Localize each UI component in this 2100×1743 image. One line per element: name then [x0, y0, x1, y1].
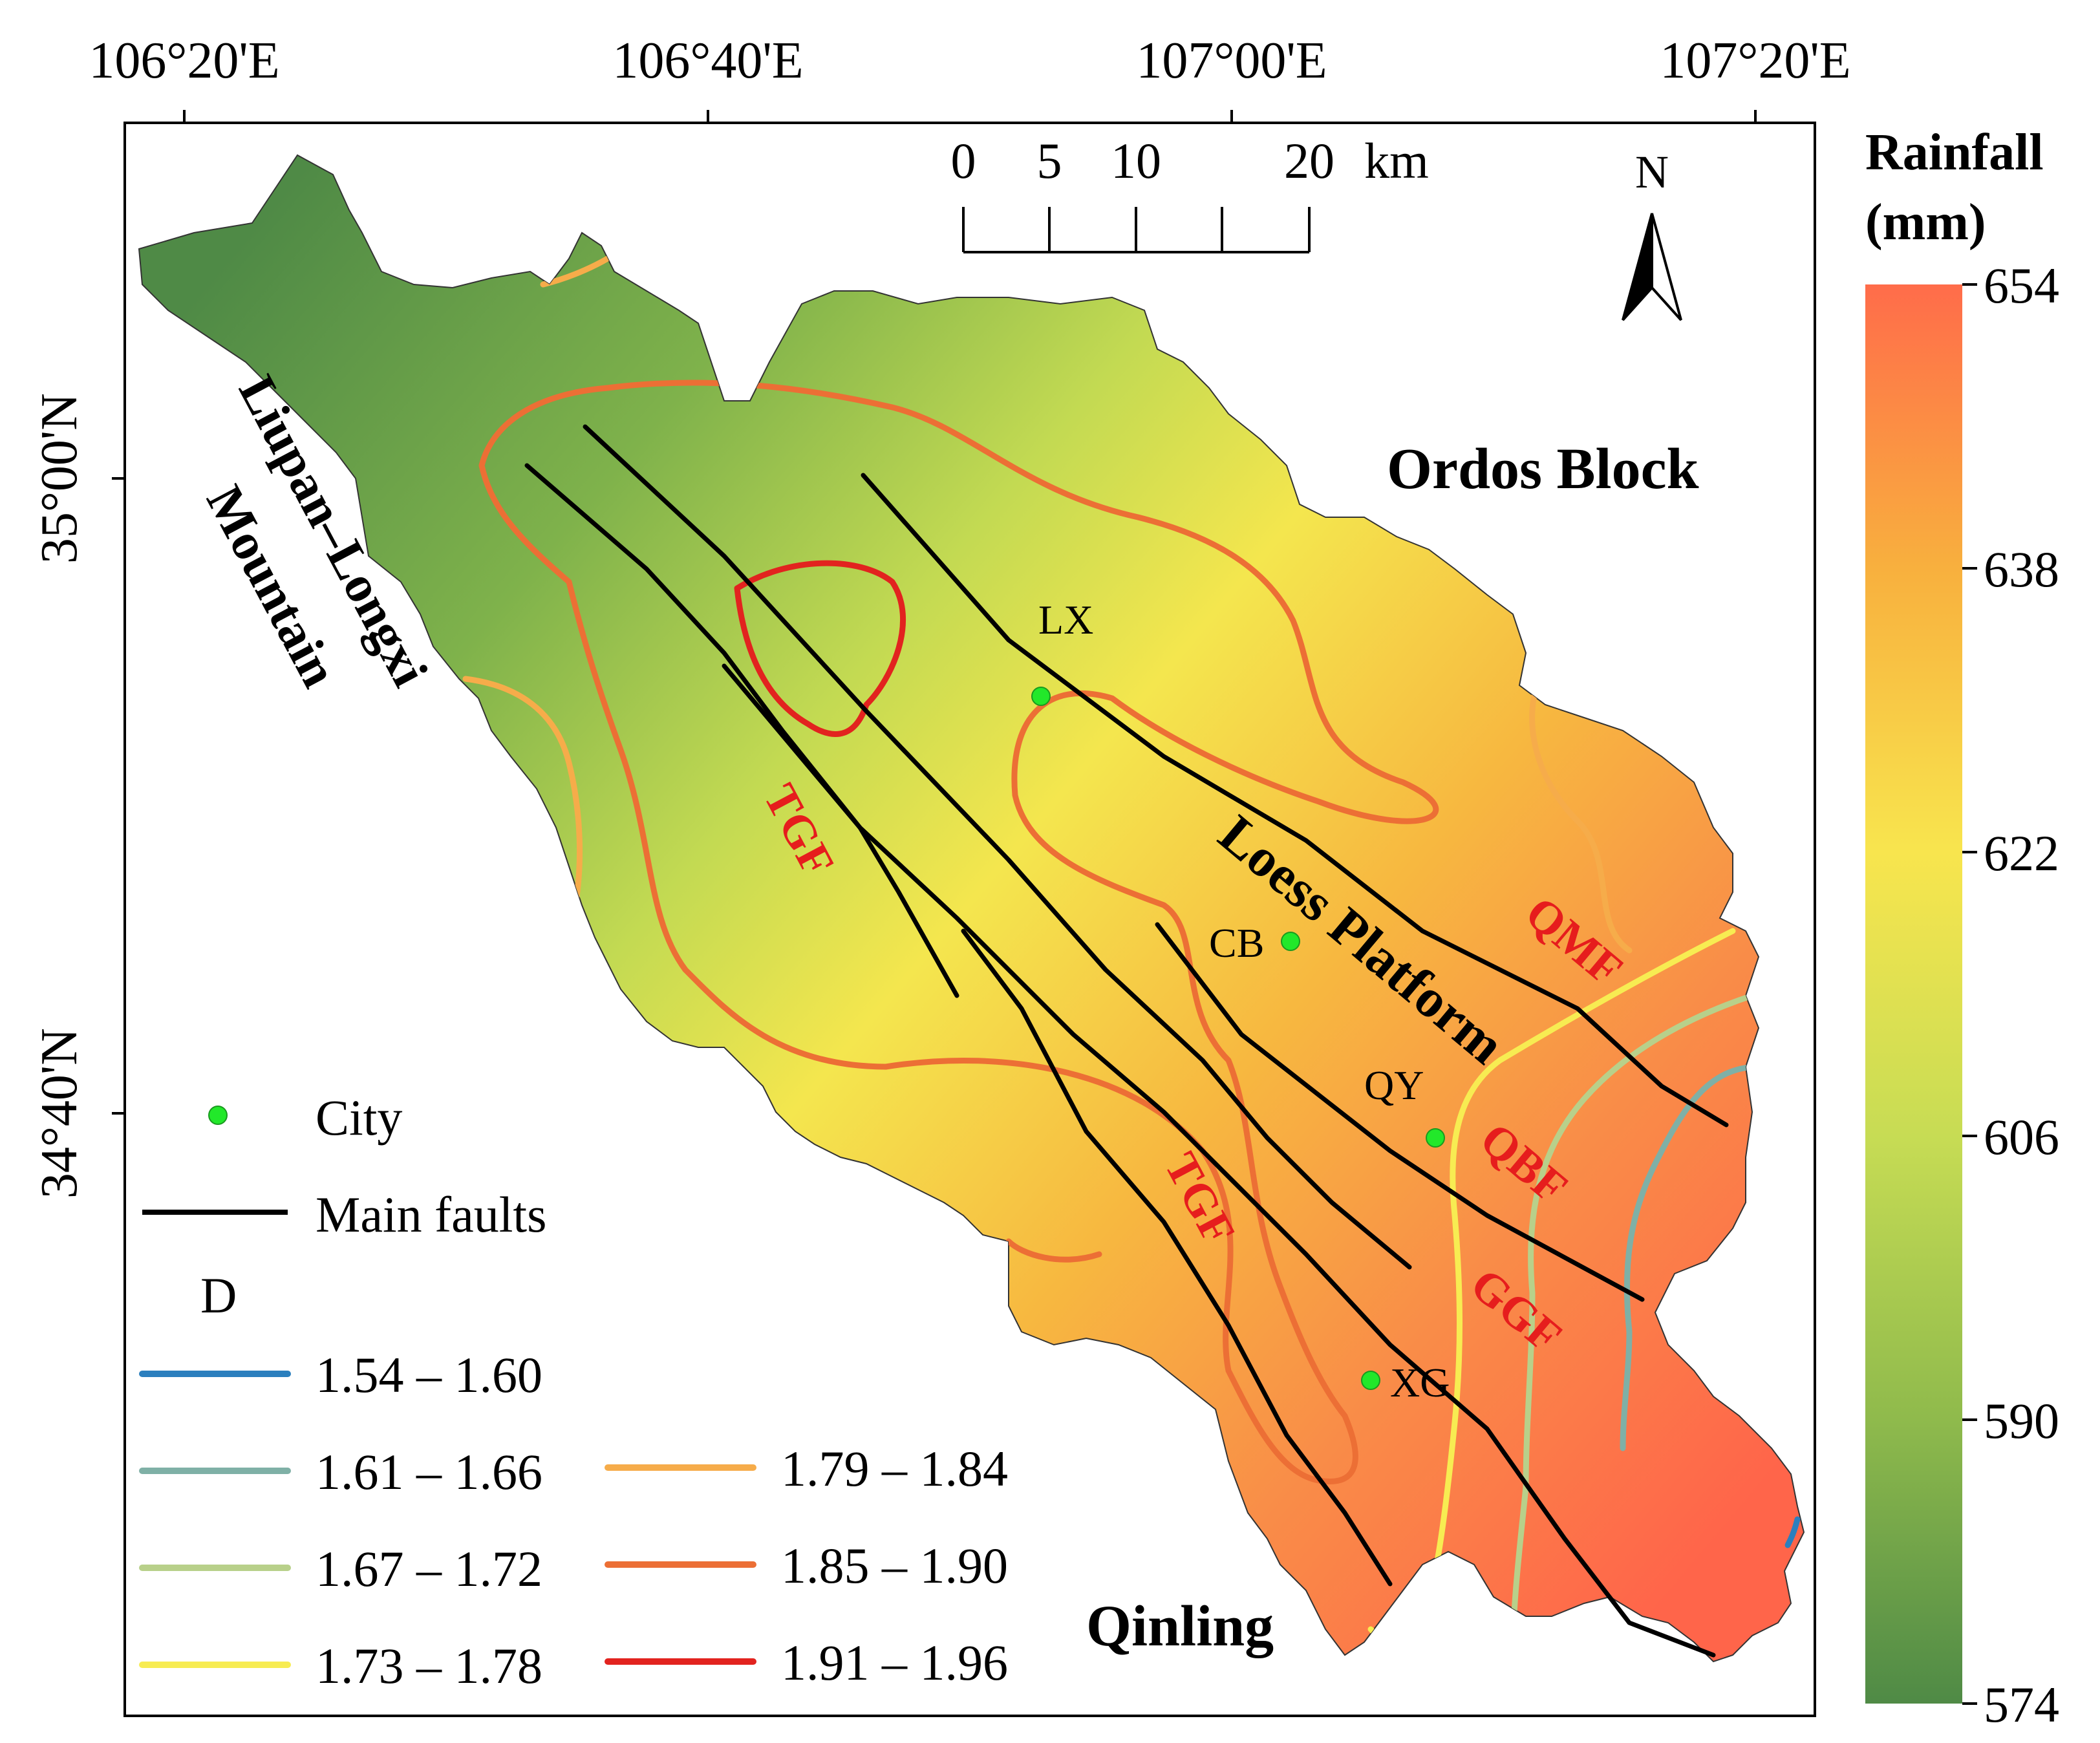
study-region-rainfall	[138, 154, 1805, 1663]
city-dot-xg	[1361, 1371, 1380, 1390]
legend-d-label-2: 1.67 – 1.72	[316, 1541, 542, 1597]
fault-line-1	[524, 463, 1716, 1658]
fault-line-5	[961, 928, 1393, 1587]
legend-city-symbol	[208, 1106, 228, 1125]
fault-line-3	[861, 473, 1729, 1128]
legend-d-label-3: 1.73 – 1.78	[316, 1638, 542, 1694]
city-dot-lx	[1031, 687, 1051, 706]
contour-1.73-1.78-south	[1367, 1626, 1389, 1662]
colorbar-tick-label-4: 590	[1984, 1393, 2059, 1449]
colorbar-tick-label-5: 574	[1984, 1676, 2059, 1733]
contour-1.91-1.96-closed	[734, 560, 906, 737]
lon-label-2: 107°00'E	[1136, 32, 1327, 89]
colorbar-title-line2: (mm)	[1865, 194, 1986, 251]
city-label-xg: XG	[1390, 1360, 1450, 1406]
scale-tick-5: 5	[1037, 133, 1062, 189]
fault-line-6	[722, 663, 959, 998]
colorbar-tick-label-1: 638	[1984, 541, 2059, 597]
contour-1.79-1.84-east	[1529, 663, 1633, 954]
lat-label-0: 35°00'N	[31, 393, 88, 564]
city-label-qy: QY	[1364, 1062, 1424, 1108]
legend-d-title: D	[200, 1267, 237, 1323]
colorbar-title-line1: Rainfall	[1865, 124, 2044, 181]
lon-label-0: 106°20'E	[89, 32, 279, 89]
contour-1.79-1.84-west	[462, 676, 583, 908]
city-label-cb: CB	[1209, 920, 1264, 966]
map-frame	[123, 122, 1816, 1717]
fault-line-2	[583, 424, 1412, 1270]
scale-tick-0: 0	[951, 133, 976, 189]
lon-label-3: 107°20'E	[1660, 32, 1850, 89]
colorbar-tick-label-2: 622	[1984, 825, 2059, 881]
city-dot-qy	[1426, 1128, 1445, 1148]
colorbar-ramp	[1865, 284, 1962, 1704]
legend-city-label: City	[316, 1089, 402, 1146]
north-label: N	[1635, 146, 1669, 198]
region-label-ordos: Ordos Block	[1387, 437, 1699, 501]
lat-label-1: 34°40'N	[31, 1028, 88, 1199]
contour-1.85-1.90-south	[1005, 1238, 1102, 1263]
colorbar-tick-label-0: 654	[1984, 257, 2059, 314]
legend: City Main faults D 1.54 – 1.60 1.61 – 1.6…	[139, 1089, 1008, 1694]
scale-tick-20: 20	[1284, 133, 1334, 189]
lon-label-1: 106°40'E	[612, 32, 803, 89]
contour-1.73-1.78	[1432, 928, 1736, 1574]
legend-d-label-5: 1.85 – 1.90	[781, 1537, 1008, 1594]
scale-tick-10: 10	[1111, 133, 1161, 189]
contour-1.61-1.66	[1620, 1064, 1762, 1451]
legend-d-label-6: 1.91 – 1.96	[781, 1634, 1008, 1691]
fault-line-4	[1155, 922, 1645, 1302]
legend-d-label-4: 1.79 – 1.84	[781, 1440, 1008, 1497]
city-label-lx: LX	[1038, 597, 1093, 643]
region-label-qinling: Qinling	[1086, 1594, 1274, 1658]
legend-fault-label: Main faults	[316, 1186, 546, 1243]
contour-1.85-1.90-main	[478, 380, 1439, 1484]
legend-d-label-1: 1.61 – 1.66	[316, 1444, 542, 1500]
city-dot-cb	[1281, 932, 1300, 951]
north-arrow-icon	[1622, 213, 1682, 321]
scale-unit: km	[1364, 133, 1429, 189]
legend-d-label-0: 1.54 – 1.60	[316, 1347, 542, 1403]
contour-1.54-1.60	[1784, 1516, 1801, 1548]
scale-bar	[962, 207, 1311, 253]
colorbar-tick-label-3: 606	[1984, 1109, 2059, 1165]
